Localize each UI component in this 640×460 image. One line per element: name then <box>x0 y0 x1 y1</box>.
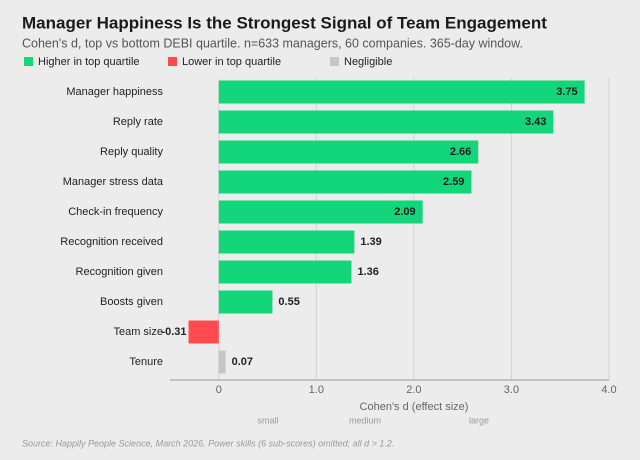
bar <box>218 80 585 104</box>
bar <box>218 230 355 254</box>
bar <box>218 110 554 134</box>
bar <box>218 140 479 164</box>
bar <box>218 260 352 284</box>
chart-subtitle: Cohen's d, top vs bottom DEBI quartile. … <box>22 36 523 50</box>
chart-title: Manager Happiness Is the Strongest Signa… <box>22 13 547 32</box>
value-label: 3.43 <box>525 116 546 128</box>
x-tick-label: 1.0 <box>309 384 324 396</box>
source-note: Source: Happily People Science, March 20… <box>22 438 394 448</box>
bar <box>218 170 472 194</box>
legend-swatch <box>24 57 33 66</box>
value-label: 2.59 <box>443 176 464 188</box>
value-label: 3.75 <box>556 86 577 98</box>
legend-label: Negligible <box>344 56 392 68</box>
x-tick-label: 4.0 <box>601 384 616 396</box>
y-tick-label: Manager happiness <box>66 86 163 98</box>
value-label: 1.39 <box>360 236 381 248</box>
legend-label: Higher in top quartile <box>38 56 140 68</box>
annotation: large <box>469 415 489 425</box>
bar <box>188 320 219 344</box>
value-label: 0.07 <box>232 356 253 368</box>
value-label: 1.36 <box>357 266 378 278</box>
y-tick-label: Recognition given <box>76 266 163 278</box>
x-tick-label: 0 <box>216 384 222 396</box>
y-tick-label: Manager stress data <box>63 176 164 188</box>
legend-swatch <box>330 57 339 66</box>
y-tick-label: Team size <box>113 326 163 338</box>
value-label: -0.31 <box>161 326 186 338</box>
legend-label: Lower in top quartile <box>182 56 281 68</box>
bar <box>218 350 226 374</box>
x-tick-label: 2.0 <box>406 384 421 396</box>
annotation: medium <box>349 415 381 425</box>
bar <box>218 290 273 314</box>
annotation: small <box>257 415 278 425</box>
legend-swatch <box>168 57 177 66</box>
y-tick-label: Reply rate <box>113 116 163 128</box>
value-label: 2.66 <box>450 146 471 158</box>
value-label: 0.55 <box>278 296 299 308</box>
y-tick-label: Reply quality <box>100 146 163 158</box>
y-tick-label: Tenure <box>129 356 163 368</box>
y-tick-label: Check-in frequency <box>68 206 163 218</box>
y-tick-label: Recognition received <box>60 236 163 248</box>
x-axis-label: Cohen's d (effect size) <box>360 401 469 413</box>
y-tick-label: Boosts given <box>100 296 163 308</box>
value-label: 2.09 <box>394 206 415 218</box>
bar <box>218 200 423 224</box>
x-tick-label: 3.0 <box>504 384 519 396</box>
